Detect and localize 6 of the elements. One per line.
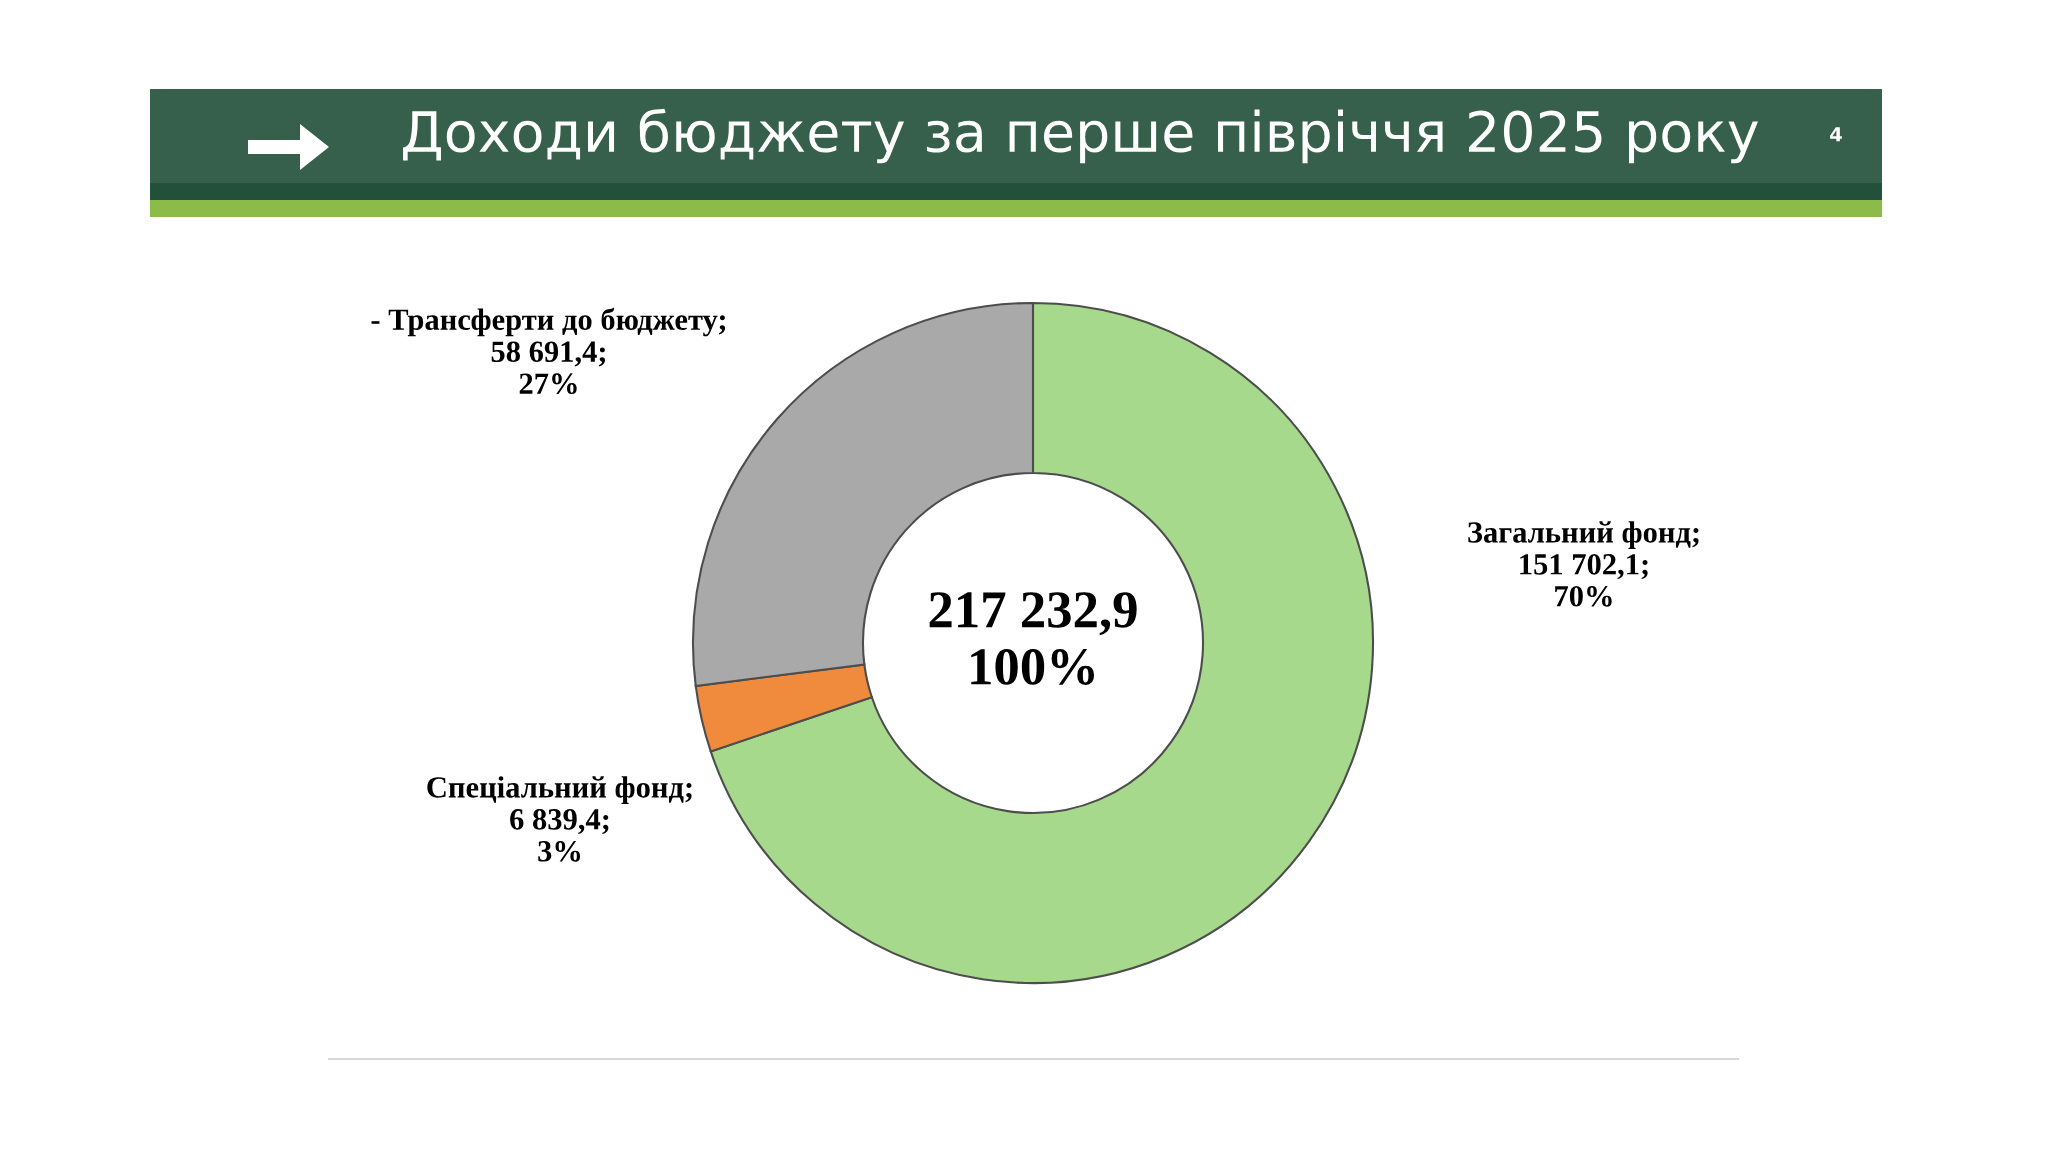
- chart-title: Доходи бюджету за перше півріччя 2025 року: [403, 108, 1759, 164]
- text: 217 232,9 100%: [929, 592, 1137, 685]
- slice-label: Спеціальний фонд; 6 839,4; 3%: [427, 776, 692, 862]
- slice-label: Загальний фонд; 151 702,1; 70%: [1468, 521, 1699, 607]
- text: 4: [1830, 127, 1842, 142]
- slice-label: - Трансферти до бюджету; 58 691,4; 27%: [371, 307, 726, 395]
